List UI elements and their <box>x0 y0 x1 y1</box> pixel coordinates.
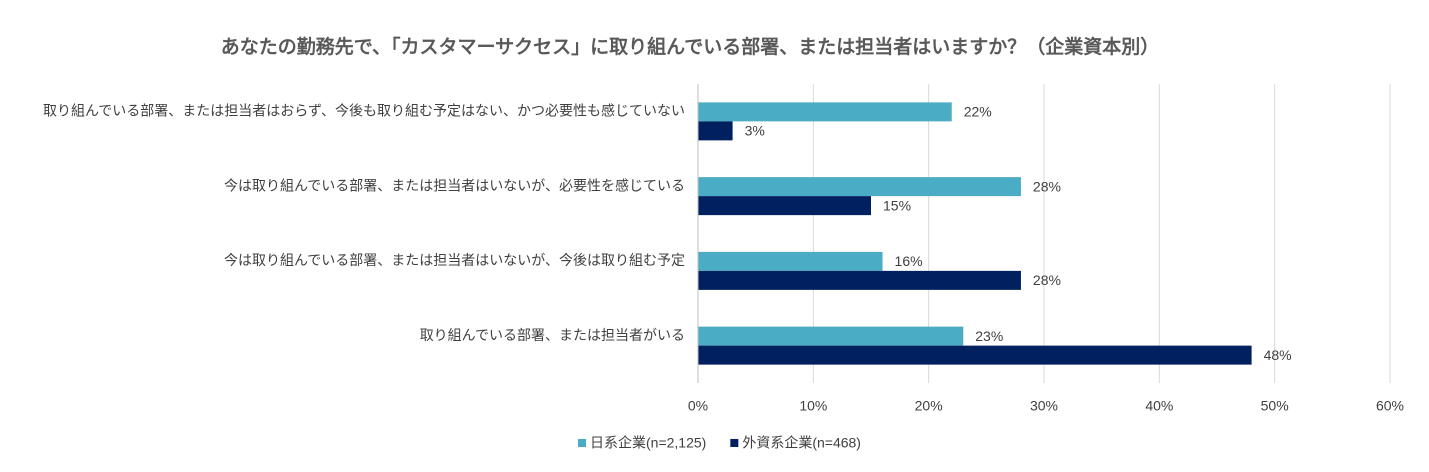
legend-swatch <box>578 439 586 447</box>
bar <box>698 326 964 346</box>
x-tick-label: 40% <box>1145 398 1173 414</box>
value-label: 16% <box>895 253 923 269</box>
bar <box>698 251 883 271</box>
y-tick-label: 今は取り組んでいる部署、または担当者はいないが、必要性を感じている <box>224 177 685 193</box>
x-tick-label: 10% <box>799 398 827 414</box>
bar <box>698 196 871 216</box>
chart-title: あなたの勤務先で、「カスタマーサクセス」に取り組んでいる部署、または担当者はいま… <box>221 35 1159 58</box>
value-label: 3% <box>745 123 765 139</box>
x-tick-label: 60% <box>1376 398 1404 414</box>
value-label: 15% <box>883 197 911 213</box>
value-label: 28% <box>1033 272 1061 288</box>
x-tick-label: 20% <box>915 398 943 414</box>
bar <box>698 177 1021 197</box>
value-label: 48% <box>1264 347 1292 363</box>
value-label: 22% <box>964 104 992 120</box>
legend-label: 外資系企業(n=468) <box>742 435 861 451</box>
bar <box>698 102 952 122</box>
y-tick-label: 取り組んでいる部署、または担当者がいる <box>420 327 685 343</box>
legend-swatch <box>730 439 739 447</box>
bar <box>698 345 1252 365</box>
x-tick-label: 0% <box>688 398 708 414</box>
value-label: 23% <box>975 328 1003 344</box>
value-label: 28% <box>1033 178 1061 194</box>
bar <box>698 121 733 141</box>
y-tick-label: 今は取り組んでいる部署、または担当者はいないが、今後は取り組む予定 <box>224 252 685 268</box>
x-tick-label: 30% <box>1030 398 1058 414</box>
legend-label: 日系企業(n=2,125) <box>590 435 706 451</box>
bar <box>698 270 1021 290</box>
y-tick-label: 取り組んでいる部署、または担当者はおらず、今後も取り組む予定はない、かつ必要性も… <box>43 103 685 119</box>
x-tick-label: 50% <box>1261 398 1289 414</box>
